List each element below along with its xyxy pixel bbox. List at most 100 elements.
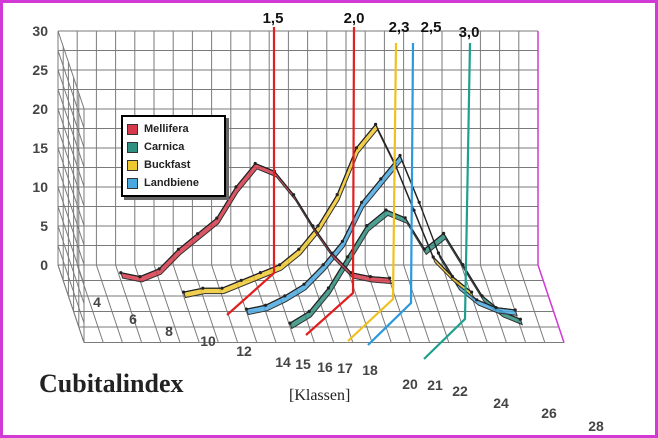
data-point [450, 274, 454, 279]
threshold-line [226, 27, 276, 316]
data-point [253, 161, 257, 166]
data-point [513, 308, 517, 312]
legend-label: Buckfast [144, 159, 191, 171]
grid-line [441, 264, 469, 343]
data-point [480, 294, 484, 298]
data-point [311, 224, 315, 228]
data-point [354, 146, 358, 150]
grid-line [57, 167, 85, 246]
grid-line [76, 264, 104, 343]
x-tick-label: 26 [541, 405, 557, 421]
data-point [196, 232, 200, 236]
data-point [321, 263, 325, 267]
data-point [297, 247, 301, 251]
x-tick-label: 24 [493, 395, 509, 411]
data-point [368, 275, 372, 279]
x-tick-label: 18 [362, 362, 378, 378]
y-tick-label: 25 [32, 62, 48, 78]
grid-line [518, 264, 546, 343]
data-point [292, 193, 296, 197]
threshold-line [347, 42, 398, 342]
grid-line [211, 264, 239, 343]
x-tick-label: 6 [129, 311, 137, 327]
threshold-marker: 3,0 [423, 24, 480, 360]
threshold-line [423, 42, 472, 360]
data-point [119, 271, 123, 275]
legend-label: Landbiene [144, 177, 200, 189]
data-point [307, 309, 311, 313]
data-point [264, 303, 268, 307]
legend-item-mellifera: Mellifera [127, 120, 220, 138]
x-tick-label: 8 [165, 323, 173, 339]
legend-item-buckfast: Buckfast [127, 156, 220, 174]
data-point [335, 193, 339, 197]
threshold-label: 2,0 [344, 10, 365, 27]
grid-line [479, 264, 507, 343]
x-tick-label: 28 [588, 418, 604, 434]
x-tick-label: 4 [93, 294, 101, 310]
chart-title: Cubitalindex [39, 369, 184, 398]
data-point [417, 200, 421, 204]
threshold-label: 2,5 [421, 19, 442, 36]
data-point [176, 247, 180, 251]
legend: Mellifera Carnica Buckfast Landbiene [121, 115, 226, 197]
legend-label: Mellifera [144, 123, 189, 135]
data-point [215, 216, 219, 220]
data-point [182, 290, 186, 294]
data-point [326, 286, 330, 290]
data-point [220, 286, 224, 290]
grid-line [57, 50, 85, 129]
legend-swatch [127, 141, 138, 153]
series-lines [119, 122, 524, 330]
x-tick-label: 22 [452, 383, 468, 399]
threshold-label: 3,0 [459, 24, 480, 41]
data-point [403, 216, 407, 220]
grid-line [57, 69, 85, 148]
grid-line [57, 245, 85, 324]
x-tick-label: 15 [295, 356, 311, 372]
data-point [398, 153, 402, 158]
data-point [201, 286, 205, 290]
data-point [302, 282, 306, 286]
x-tick-label: 14 [275, 354, 291, 370]
legend-item-landbiene: Landbiene [127, 174, 220, 192]
data-point [442, 231, 446, 235]
y-tick-label: 5 [40, 218, 48, 234]
grid-line [287, 264, 315, 343]
grid-line [153, 264, 181, 343]
data-point [239, 278, 243, 282]
data-point [244, 307, 248, 311]
series-mellifera [119, 161, 393, 285]
legend-swatch [127, 177, 138, 189]
series-landbiene [244, 153, 518, 316]
data-point [283, 294, 287, 298]
grid-line [95, 264, 123, 343]
grid-line [230, 264, 258, 343]
x-tick-label: 10 [200, 333, 216, 349]
grid-line [57, 128, 85, 207]
y-tick-label: 15 [32, 140, 48, 156]
data-point [316, 224, 320, 228]
legend-swatch [127, 123, 138, 135]
data-point [288, 321, 292, 325]
y-tick-label: 10 [32, 179, 48, 195]
grid-line [57, 108, 85, 187]
grid-edge [537, 31, 565, 343]
threshold-marker: 2,5 [367, 19, 442, 346]
grid-line [57, 89, 85, 168]
data-point [258, 271, 262, 275]
grid-line [403, 264, 431, 343]
grid-line [57, 147, 85, 226]
y-axis-ticks: 0 5 10 15 20 25 30 [32, 23, 48, 273]
data-point [278, 263, 282, 267]
x-tick-label: 17 [337, 360, 353, 376]
data-point [365, 224, 369, 228]
data-point [475, 298, 479, 302]
data-point [374, 122, 378, 126]
threshold-line [367, 42, 415, 346]
legend-swatch [127, 159, 138, 171]
x-tick-label: 12 [236, 343, 252, 359]
threshold-marker: 1,5 [226, 10, 283, 316]
data-point [461, 263, 465, 267]
